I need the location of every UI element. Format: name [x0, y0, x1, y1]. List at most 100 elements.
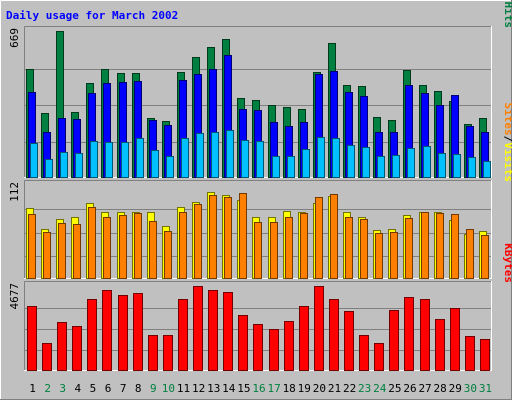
bar-pages-day-12 — [196, 133, 204, 178]
bar-sites-day-15 — [239, 193, 247, 279]
x-tick-label: 23 — [358, 382, 371, 395]
bar-pages-day-17 — [272, 156, 280, 178]
legend-entry: Visits — [502, 142, 512, 182]
bar-sites-day-4 — [73, 224, 81, 279]
legend-entry: / — [502, 136, 512, 143]
bar-sites-day-27 — [421, 212, 429, 279]
bar-kbytes-day-19 — [299, 306, 309, 371]
x-tick-label: 26 — [403, 382, 416, 395]
bar-pages-day-31 — [483, 161, 491, 178]
y-max-label: 4677 — [8, 283, 21, 310]
x-tick-label: 18 — [283, 382, 296, 395]
bar-sites-day-21 — [330, 194, 338, 279]
bar-sites-day-2 — [43, 232, 51, 279]
bar-sites-day-18 — [285, 217, 293, 279]
bar-sites-day-26 — [405, 218, 413, 279]
bar-pages-day-1 — [30, 143, 38, 178]
bar-sites-day-9 — [149, 221, 157, 279]
bar-sites-day-19 — [300, 213, 308, 279]
bar-kbytes-day-2 — [42, 343, 52, 371]
bar-sites-day-16 — [254, 222, 262, 279]
bar-pages-day-10 — [166, 156, 174, 178]
bar-pages-day-30 — [468, 157, 476, 178]
bar-kbytes-day-5 — [87, 299, 97, 371]
x-tick-label: 2 — [44, 382, 51, 395]
x-tick-label: 12 — [192, 382, 205, 395]
bar-kbytes-day-8 — [133, 293, 143, 371]
x-tick-label: 9 — [150, 382, 157, 395]
bar-sites-day-29 — [451, 214, 459, 279]
x-tick-label: 20 — [313, 382, 326, 395]
bar-pages-day-5 — [90, 141, 98, 178]
x-tick-label: 24 — [373, 382, 387, 395]
legend-entry: Sites — [502, 103, 512, 136]
bar-kbytes-day-11 — [178, 299, 188, 371]
x-tick-label: 7 — [120, 382, 127, 395]
x-tick-label: 11 — [177, 382, 190, 395]
x-tick-label: 17 — [267, 382, 280, 395]
bar-kbytes-day-30 — [465, 336, 475, 371]
bar-pages-day-19 — [302, 149, 310, 178]
bar-kbytes-day-12 — [193, 286, 203, 371]
x-tick-label: 10 — [162, 382, 175, 395]
bar-kbytes-day-1 — [27, 306, 37, 371]
bar-sites-day-20 — [315, 197, 323, 279]
x-tick-label: 4 — [75, 382, 82, 395]
x-tick-label: 25 — [388, 382, 401, 395]
bar-kbytes-day-25 — [389, 310, 399, 371]
x-tick-label: 1 — [29, 382, 36, 395]
bar-pages-day-11 — [181, 138, 189, 178]
bar-kbytes-day-29 — [450, 308, 460, 371]
bar-pages-day-2 — [45, 159, 53, 178]
bar-kbytes-day-20 — [314, 286, 324, 371]
bar-kbytes-day-23 — [359, 335, 369, 371]
chart-title: Daily usage for March 2002 — [6, 9, 178, 22]
bar-sites-day-30 — [466, 229, 474, 279]
bar-sites-day-5 — [88, 207, 96, 279]
bar-sites-day-17 — [270, 222, 278, 279]
x-tick-label: 5 — [90, 382, 97, 395]
bar-sites-day-13 — [209, 195, 217, 279]
bar-pages-day-21 — [332, 138, 340, 178]
bar-kbytes-day-26 — [404, 297, 414, 371]
bar-kbytes-day-10 — [163, 335, 173, 371]
bar-pages-day-6 — [105, 142, 113, 178]
bar-sites-day-23 — [360, 219, 368, 279]
bar-sites-day-11 — [179, 212, 187, 279]
legend: KBytes — [502, 243, 512, 283]
bar-kbytes-day-7 — [118, 295, 128, 371]
bar-pages-day-15 — [241, 140, 249, 178]
bar-kbytes-day-3 — [57, 322, 67, 371]
bar-sites-day-31 — [481, 235, 489, 279]
x-tick-label: 19 — [298, 382, 311, 395]
x-tick-label: 14 — [222, 382, 236, 395]
bar-pages-day-22 — [347, 145, 355, 178]
bar-kbytes-day-9 — [148, 335, 158, 371]
x-tick-label: 28 — [434, 382, 447, 395]
bar-sites-day-6 — [103, 217, 111, 279]
legend: Sites/Visits — [502, 103, 512, 183]
bar-pages-day-13 — [211, 132, 219, 178]
bar-kbytes-day-28 — [435, 319, 445, 371]
bar-sites-day-25 — [390, 232, 398, 279]
bar-pages-day-28 — [438, 153, 446, 178]
y-max-label: 669 — [8, 28, 21, 48]
bar-pages-day-14 — [226, 130, 234, 178]
legend-entry: Hits — [502, 2, 512, 29]
x-tick-label: 3 — [59, 382, 66, 395]
legend-entry: / — [502, 0, 512, 2]
x-tick-label: 30 — [464, 382, 477, 395]
bar-kbytes-day-14 — [223, 292, 233, 371]
x-axis-labels: 1 2 3 4 5 6 7 8 9 10 11 12 13 14 15 16 17 18 19 20 21 22 23 24 2… — [29, 382, 492, 395]
x-tick-label: 31 — [479, 382, 492, 395]
panel-kbytes: 4677 KBytes — [8, 243, 512, 371]
bar-sites-day-7 — [119, 215, 127, 279]
bar-pages-day-20 — [317, 137, 325, 178]
bar-sites-day-28 — [436, 213, 444, 279]
panel-visits-sites: 112 Sites/Visits — [8, 103, 512, 279]
bar-pages-day-7 — [121, 142, 129, 178]
bar-kbytes-day-18 — [284, 321, 294, 371]
bar-kbytes-day-13 — [208, 290, 218, 371]
bar-sites-day-22 — [345, 217, 353, 279]
